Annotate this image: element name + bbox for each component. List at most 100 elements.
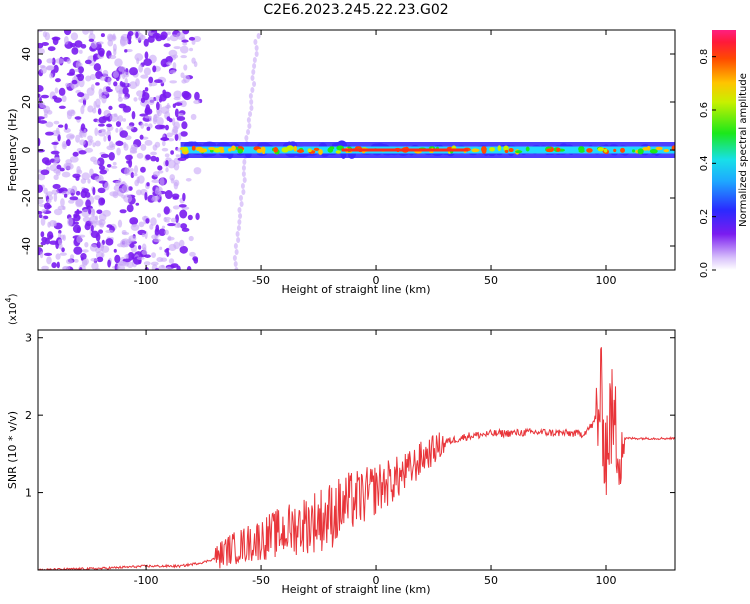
ridge-core-dot [642, 147, 649, 151]
x-tick-label: -100 [134, 574, 159, 587]
spectrogram-panel: -100 -50 0 50 100 -40 -20 0 20 40 Height of stra… [6, 29, 676, 296]
noise-speckle [74, 68, 80, 72]
noise-speckle [152, 171, 160, 177]
snr-y-multiplier-base: (x10 [8, 302, 19, 325]
noise-speckle [116, 147, 121, 156]
noise-speckle [175, 154, 181, 158]
noise-speckle [114, 254, 121, 264]
noise-streak [241, 189, 246, 195]
noise-streak [246, 129, 251, 135]
noise-speckle [89, 168, 94, 176]
noise-speckle [133, 165, 139, 174]
noise-speckle [89, 139, 94, 143]
noise-streak [252, 57, 257, 63]
noise-speckle [66, 110, 73, 120]
noise-streak [238, 213, 243, 219]
noise-speckle [74, 116, 82, 120]
noise-speckle [63, 30, 72, 36]
noise-speckle [40, 231, 45, 238]
noise-speckle [180, 72, 185, 79]
noise-speckle [106, 145, 116, 151]
noise-speckle [96, 240, 101, 249]
y-tick-label: 0 [20, 147, 33, 154]
noise-speckle [91, 262, 99, 270]
noise-speckle [53, 64, 59, 73]
noise-streak [248, 111, 253, 117]
noise-speckle [148, 82, 153, 87]
noise-speckle [161, 225, 166, 229]
noise-speckle [87, 178, 91, 184]
colorbar-tick-label: 0.0 [699, 262, 710, 278]
noise-speckle [141, 250, 148, 255]
noise-speckle [140, 143, 147, 151]
noise-speckle [166, 132, 173, 138]
noise-speckle [116, 263, 126, 270]
noise-speckle [148, 96, 155, 106]
y-tick-label: -20 [20, 189, 33, 207]
noise-speckle [165, 55, 173, 64]
noise-speckle [181, 121, 188, 130]
noise-speckle [122, 118, 127, 122]
noise-streak [238, 195, 243, 201]
noise-speckle [177, 113, 184, 117]
noise-speckle [176, 32, 185, 40]
noise-speckle [105, 229, 114, 234]
noise-speckle [49, 72, 54, 79]
noise-speckle [60, 198, 65, 207]
noise-speckle [146, 182, 150, 187]
noise-speckle [113, 81, 118, 87]
noise-speckle [107, 259, 111, 268]
noise-speckle [193, 257, 199, 264]
noise-speckle [140, 74, 149, 79]
noise-speckle [113, 113, 118, 117]
noise-speckle [53, 193, 58, 202]
colorbar-tick-label: 0.6 [699, 102, 710, 118]
noise-speckle [66, 72, 75, 76]
noise-speckle [122, 87, 129, 95]
noise-speckle [78, 49, 83, 54]
noise-streak [234, 267, 239, 270]
noise-speckle [154, 228, 160, 236]
noise-speckle [167, 138, 175, 142]
noise-speckle [150, 261, 159, 266]
snr-frame [37, 329, 676, 571]
noise-speckle [143, 261, 151, 266]
noise-speckle [74, 210, 83, 214]
noise-speckle [55, 253, 61, 260]
noise-speckle [138, 245, 142, 250]
noise-speckle [69, 254, 75, 260]
noise-speckle [87, 105, 94, 113]
colorbar: 0.0 0.2 0.4 0.6 0.8 Normalized spectral ampl… [699, 30, 749, 278]
noise-speckle [183, 64, 188, 71]
noise-speckle [69, 156, 79, 163]
noise-speckle [86, 87, 95, 96]
noise-speckle [44, 159, 52, 166]
noise-speckle [161, 264, 165, 268]
noise-speckle [177, 132, 182, 141]
ridge-core-dot [556, 147, 561, 152]
noise-speckle [163, 43, 171, 48]
noise-speckle [38, 210, 43, 215]
noise-speckle [90, 40, 98, 49]
snr-plot-area [38, 347, 675, 570]
noise-speckle [106, 88, 113, 93]
noise-speckle [169, 80, 178, 84]
y-tick-label: 20 [20, 95, 33, 109]
noise-speckle [165, 167, 169, 173]
x-tick-label: -50 [252, 274, 270, 287]
ridge-peak-core [341, 148, 469, 152]
noise-speckle [174, 108, 179, 118]
noise-speckle [166, 61, 172, 66]
noise-speckle [170, 150, 174, 155]
noise-speckle [42, 31, 48, 38]
noise-streak [254, 45, 259, 51]
noise-speckle [100, 33, 105, 38]
noise-streak [247, 123, 252, 129]
noise-speckle [148, 76, 154, 84]
noise-speckle [51, 262, 57, 269]
noise-speckle [49, 164, 58, 172]
noise-speckle [59, 252, 67, 256]
noise-speckle [108, 152, 115, 161]
noise-speckle [71, 109, 75, 114]
noise-speckle [168, 118, 173, 123]
